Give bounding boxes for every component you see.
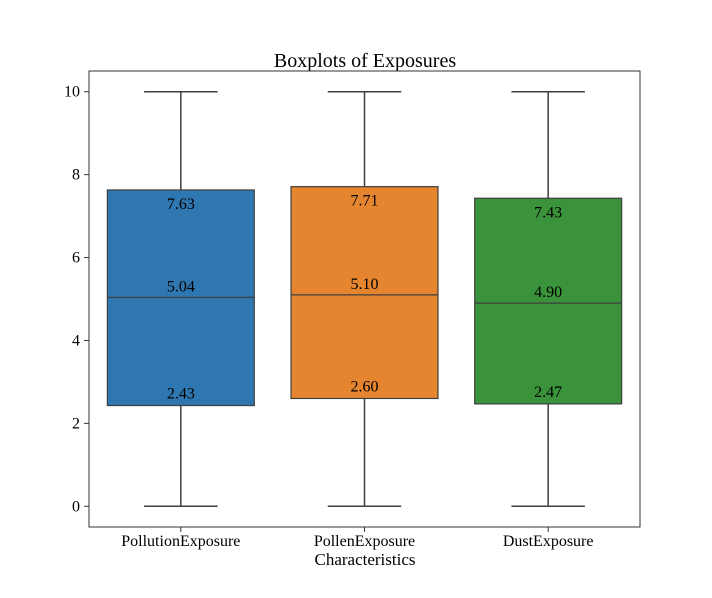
box-PollutionExposure: 7.63 5.04 2.43 [106, 90, 255, 508]
x-axis-label: Characteristics [314, 550, 415, 569]
median-value-label: 5.10 [351, 276, 379, 293]
y-tick-label: 6 [72, 250, 80, 267]
y-tick-label: 0 [72, 498, 80, 515]
box-DustExposure: 7.43 4.90 2.47 [474, 90, 623, 508]
iqr-box [290, 186, 439, 400]
x-tick-label: DustExposure [503, 533, 594, 550]
box-PollenExposure: 7.71 5.10 2.60 [290, 90, 439, 508]
q1-value-label: 2.60 [351, 378, 379, 395]
q3-value-label: 7.71 [351, 193, 379, 210]
q3-value-label: 7.63 [167, 196, 195, 213]
median-value-label: 4.90 [534, 284, 562, 301]
y-axis: 0 2 4 6 8 10 [64, 84, 89, 515]
y-tick-label: 10 [64, 84, 80, 101]
q3-value-label: 7.43 [534, 204, 562, 221]
x-tick-label: PollutionExposure [121, 533, 240, 550]
x-axis: PollutionExposure PollenExposure DustExpos… [121, 527, 593, 550]
x-tick-label: PollenExposure [314, 533, 415, 550]
y-tick-label: 8 [72, 167, 80, 184]
median-value-label: 5.04 [167, 278, 195, 295]
chart-title: Boxplots of Exposures [274, 50, 456, 72]
q1-value-label: 2.43 [167, 386, 195, 403]
iqr-box [474, 197, 623, 405]
q1-value-label: 2.47 [534, 384, 562, 401]
y-tick-label: 4 [72, 332, 80, 349]
y-tick-label: 2 [72, 415, 80, 432]
plot-area: 7.63 5.04 2.43 7.71 5.10 2.60 7.43 4.90 2.47 [106, 90, 623, 508]
